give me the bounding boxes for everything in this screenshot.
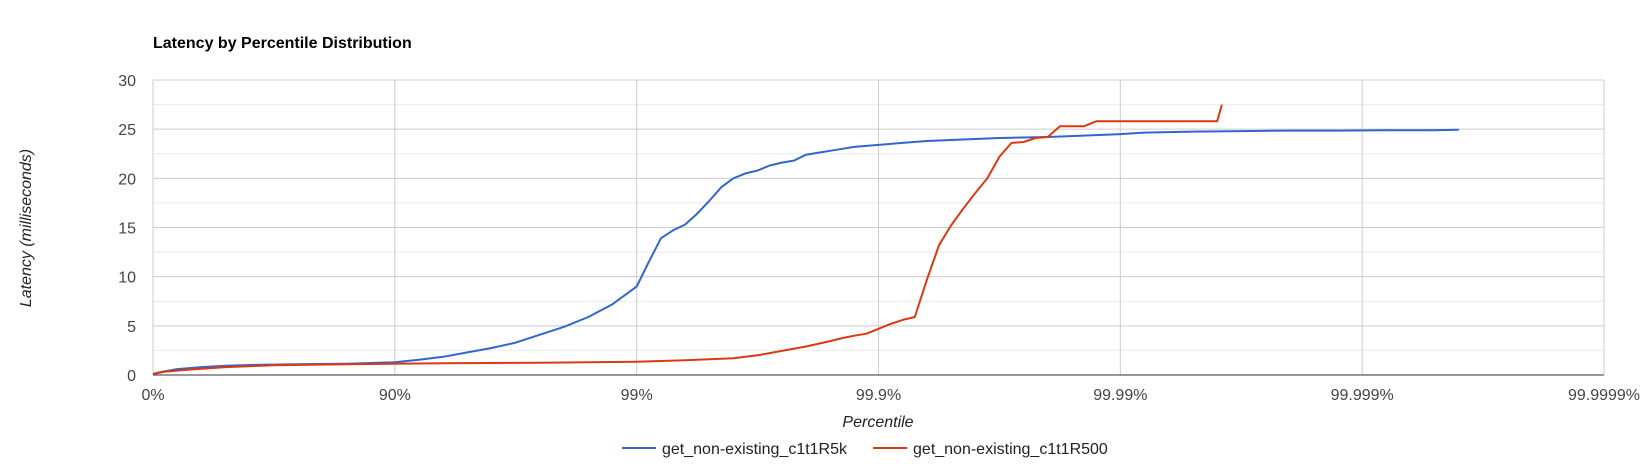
y-axis-label: Latency (milliseconds)	[18, 149, 35, 307]
x-tick-labels: 0% 90% 99% 99.9% 99.99% 99.999% 99.9999%	[141, 387, 1640, 404]
series-line-2	[152, 104, 1223, 375]
series-line-1	[152, 128, 1459, 375]
y-tick-label: 30	[118, 73, 136, 90]
legend-label: get_non-existing_c1t1R500	[913, 441, 1108, 458]
y-tick-label: 10	[118, 270, 136, 287]
x-tick-label: 0%	[141, 387, 164, 404]
x-tick-label: 99.9%	[856, 387, 901, 404]
x-tick-label: 90%	[379, 387, 411, 404]
y-tick-label: 15	[118, 221, 136, 238]
y-tick-label: 0	[127, 368, 136, 385]
x-tick-label: 99.9999%	[1568, 387, 1640, 404]
series-lines	[152, 104, 1459, 375]
x-tick-label: 99.999%	[1331, 387, 1394, 404]
y-tick-label: 20	[118, 171, 136, 188]
grid-lines	[152, 79, 1605, 376]
chart-title: Latency by Percentile Distribution	[153, 35, 412, 52]
x-tick-label: 99.99%	[1093, 387, 1147, 404]
y-tick-label: 5	[127, 319, 136, 336]
x-tick-label: 99%	[621, 387, 653, 404]
legend: get_non-existing_c1t1R5k get_non-existing…	[622, 441, 1108, 458]
legend-label: get_non-existing_c1t1R5k	[662, 441, 848, 458]
y-tick-label: 25	[118, 122, 136, 139]
x-axis-label: Percentile	[842, 414, 913, 431]
y-tick-labels: 0 5 10 15 20 25 30	[118, 73, 136, 385]
